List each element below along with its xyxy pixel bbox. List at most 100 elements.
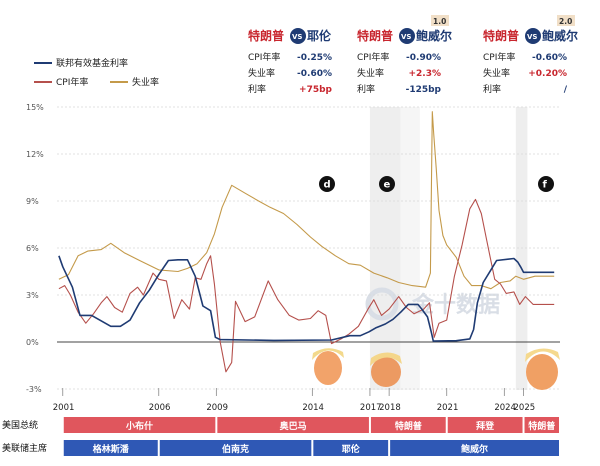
legend: 联邦有效基金利率 CPI年率 失业率 [34, 57, 159, 88]
legend-label-unemp: 失业率 [132, 76, 159, 88]
y-tick-label: 12% [26, 150, 44, 159]
comparison-row-label: 失业率 [248, 67, 275, 79]
comparison-left-name: 特朗普 [248, 28, 284, 43]
vs-text: VS [292, 33, 302, 41]
comparison-row-label: 利率 [248, 83, 266, 95]
shaded-periods [369, 107, 528, 390]
y-tick-label: 3% [26, 291, 39, 300]
bar-label: 耶伦 [342, 443, 361, 455]
marker-label-f: f [543, 180, 548, 191]
presidents-bar: 小布什 奥巴马 特朗普 拜登 特朗普 [63, 417, 559, 433]
watermark-text: 金十数据 [411, 292, 500, 318]
chairs-bar: 格林斯潘 伯南克 耶伦 鲍威尔 [63, 440, 559, 456]
vs-badge [399, 28, 415, 44]
y-tick-label: 6% [26, 244, 39, 253]
comparison-row-label: 失业率 [483, 67, 510, 79]
legend-label-cpi: CPI年率 [56, 76, 88, 88]
bar-label: 伯南克 [222, 443, 249, 455]
version-badge [431, 15, 449, 26]
bar-segment [159, 440, 312, 456]
y-tick-label: 9% [26, 197, 39, 206]
bar-segment [63, 417, 216, 433]
x-tick-label: 2025 [514, 403, 536, 413]
comparison-row-value: / [564, 85, 568, 95]
bar-segment [63, 440, 158, 456]
comparison-row-value: -0.25% [297, 53, 332, 63]
comparison-panel: 特朗普 VS 耶伦 CPI年率 -0.25% 失业率 -0.60% 利率 +75bp [248, 28, 333, 95]
legend-label-ffr: 联邦有效基金利率 [56, 57, 128, 69]
comparison-row-label: CPI年率 [357, 51, 389, 63]
vs-badge [290, 28, 306, 44]
comparison-panel: 特朗普 VS 鲍威尔 2.0 CPI年率 -0.60% 失业率 +0.20% 利率 / [483, 15, 578, 95]
bar-label: 特朗普 [395, 420, 422, 432]
series-line-ffr [58, 255, 555, 342]
bar-segment [313, 440, 389, 456]
bar-label: 奥巴马 [279, 420, 307, 432]
bar-label: 拜登 [476, 420, 495, 432]
marker-f [538, 176, 554, 192]
x-tick-label: 2001 [53, 403, 75, 413]
gridlines [57, 106, 560, 390]
comparison-left-name: 特朗普 [357, 28, 393, 43]
comparison-row-label: 利率 [483, 83, 501, 95]
x-tick-label: 2018 [379, 403, 401, 413]
version-badge-text: 2.0 [559, 17, 572, 26]
bar-label: 格林斯潘 [93, 443, 130, 455]
comparison-row-value: +0.20% [528, 69, 567, 79]
comparison-left-name: 特朗普 [483, 28, 519, 43]
comparison-panels: 特朗普 VS 耶伦 CPI年率 -0.25% 失业率 -0.60% 利率 +75bp 特朗普 VS 鲍… [248, 15, 578, 95]
comparison-row-value: +2.3% [408, 69, 441, 79]
vs-text: VS [401, 33, 411, 41]
comparison-row-value: -125bp [406, 85, 442, 95]
comparison-row-label: 利率 [357, 83, 375, 95]
shaded-period [369, 107, 401, 390]
x-tick-label: 2009 [206, 403, 228, 413]
comparison-row-label: CPI年率 [483, 51, 515, 63]
comparison-right-name: 鲍威尔 [416, 28, 452, 43]
x-tick-label: 2021 [437, 403, 459, 413]
bar-label: 特朗普 [528, 420, 555, 432]
presidents-label: 美国总统 [2, 419, 38, 431]
y-axis-ticks: -3% 0% 3% 6% 9% 12% 15% [26, 103, 44, 394]
comparison-row-label: CPI年率 [248, 51, 280, 63]
face-trump-1 [312, 348, 344, 385]
bar-label: 鲍威尔 [461, 443, 488, 455]
x-tick-label: 2014 [302, 403, 324, 413]
shaded-period [400, 107, 420, 390]
face-trump-3 [525, 348, 560, 390]
y-tick-label: -3% [26, 385, 42, 394]
x-tick-label: 2006 [149, 403, 171, 413]
bar-label: 小布什 [125, 420, 153, 432]
comparison-panel: 特朗普 VS 鲍威尔 1.0 CPI年率 -0.90% 失业率 +2.3% 利率 -125bp [357, 15, 452, 95]
comparison-row-label: 失业率 [357, 67, 384, 79]
marker-e [379, 176, 395, 192]
x-tick-label: 2024 [494, 403, 516, 413]
comparison-right-name: 鲍威尔 [542, 28, 578, 43]
series-line-unemp [58, 111, 555, 290]
comparison-row-value: -0.90% [406, 53, 441, 63]
bar-segment [217, 417, 369, 433]
version-badge-text: 1.0 [433, 17, 446, 26]
vs-text: VS [527, 33, 537, 41]
marker-d [319, 176, 335, 192]
chairs-label: 美联储主席 [2, 442, 47, 454]
bar-segment [447, 417, 523, 433]
y-tick-label: 15% [26, 103, 44, 112]
series-line-cpi [58, 198, 555, 373]
face-trump-2 [370, 352, 402, 387]
x-tick-label: 2017 [360, 403, 382, 413]
shaded-period [515, 107, 528, 390]
marker-label-d: d [324, 180, 331, 191]
event-markers: d e f [319, 176, 554, 192]
vs-badge [525, 28, 541, 44]
y-tick-label: 0% [26, 338, 39, 347]
marker-label-e: e [384, 180, 391, 191]
series-lines [58, 111, 555, 373]
comparison-right-name: 耶伦 [307, 28, 332, 43]
comparison-row-value: -0.60% [297, 69, 332, 79]
comparison-row-value: -0.60% [532, 53, 567, 63]
bar-segment [370, 417, 446, 433]
comparison-row-value: +75bp [299, 85, 333, 95]
